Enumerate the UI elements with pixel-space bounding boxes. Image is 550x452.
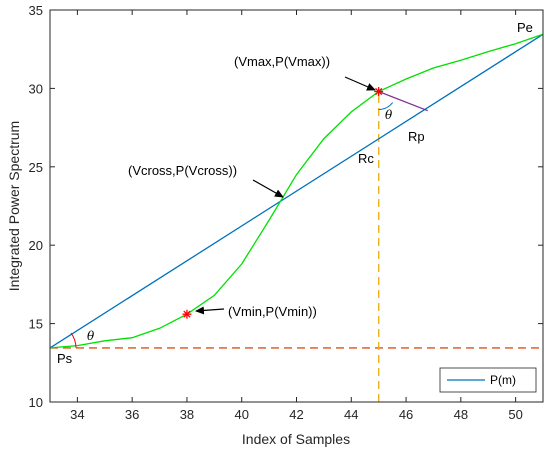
angle-arc-vmax	[378, 102, 394, 111]
annotation-rc: Rc	[358, 151, 374, 166]
theta-label-vmax: θ	[385, 108, 393, 122]
x-tick-label: 46	[399, 407, 413, 422]
series-lines	[49, 33, 544, 349]
angle-marks	[70, 90, 428, 348]
annotation-vmin: (Vmin,P(Vmin))	[228, 304, 317, 319]
y-tick-label: 35	[29, 3, 43, 18]
marker-vmax	[374, 87, 384, 97]
y-axis-label: Integrated Power Spectrum	[6, 121, 22, 291]
y-tick-label: 15	[29, 317, 43, 332]
data-markers	[182, 87, 384, 319]
x-tick-label: 50	[508, 407, 522, 422]
y-tick-label: 10	[29, 395, 43, 410]
annotation-rp: Rp	[408, 129, 425, 144]
rp-segment	[378, 90, 428, 112]
annotation-vmax: (Vmax,P(Vmax))	[234, 54, 330, 69]
theta-label-ps: θ	[87, 329, 95, 343]
y-tick-label: 30	[29, 81, 43, 96]
x-tick-label: 44	[344, 407, 358, 422]
series-line-0	[49, 33, 544, 349]
axis-ticks: 34 36 38 40 42 44 46 48 50 10 15 20 25 30 35	[29, 3, 543, 422]
guide-lines	[50, 91, 543, 402]
y-tick-label: 20	[29, 238, 43, 253]
angle-arc-ps	[70, 332, 77, 348]
annotation-ps: Ps	[57, 351, 73, 366]
y-tick-label: 25	[29, 160, 43, 175]
plot-area	[50, 10, 543, 402]
x-tick-label: 40	[234, 407, 248, 422]
x-tick-label: 48	[454, 407, 468, 422]
x-axis-label: Index of Samples	[242, 431, 350, 447]
vmax-arrow	[344, 76, 376, 91]
annotation-vcross: (Vcross,P(Vcross))	[128, 163, 237, 178]
annotation-pe: Pe	[517, 20, 533, 35]
x-tick-label: 36	[125, 407, 139, 422]
legend-label-p-m: P(m)	[490, 373, 516, 387]
legend: P(m)	[439, 367, 537, 393]
vcross-arrow	[252, 179, 284, 198]
series-line-1	[49, 33, 544, 349]
vmin-arrow	[195, 306, 225, 315]
marker-vmin	[182, 309, 192, 319]
x-tick-label: 34	[70, 407, 84, 422]
x-tick-label: 42	[289, 407, 303, 422]
x-tick-label: 38	[180, 407, 194, 422]
